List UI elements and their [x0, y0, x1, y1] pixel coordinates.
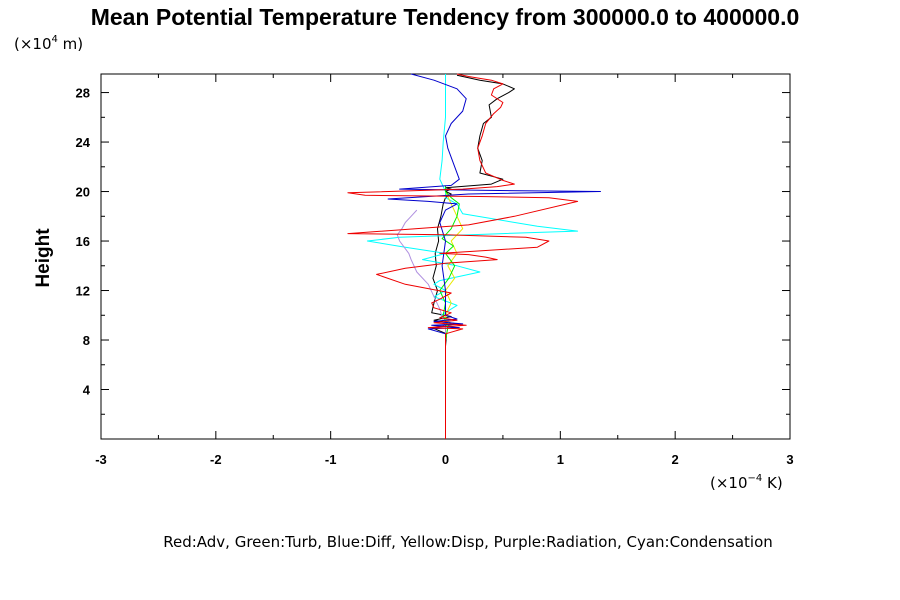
series-line-yellow_disp — [445, 191, 464, 439]
y-tick-label: 4 — [83, 383, 91, 398]
y-tick-label: 24 — [76, 135, 91, 150]
y-tick-label: 12 — [76, 284, 90, 299]
y-tick-label: 20 — [76, 185, 90, 200]
x-tick-label: -1 — [325, 452, 337, 467]
x-tick-label: -2 — [210, 452, 222, 467]
y-tick-label: 8 — [83, 333, 90, 348]
y-tick-label: 16 — [76, 234, 90, 249]
x-tick-label: -3 — [95, 452, 107, 467]
chart-title: Mean Potential Temperature Tendency from… — [91, 4, 800, 30]
series-line-adv — [347, 73, 579, 439]
x-tick-label: 0 — [442, 452, 449, 467]
x-tick-label: 2 — [672, 452, 679, 467]
legend-caption: Red:Adv, Green:Turb, Blue:Diff, Yellow:D… — [163, 533, 773, 551]
x-tick-label: 1 — [557, 452, 564, 467]
x-unit-label: (×10−4 K) — [710, 473, 783, 492]
y-unit-label: (×104 m) — [14, 34, 83, 53]
series-line-diff — [387, 73, 601, 439]
y-axis-label: Height — [33, 228, 54, 288]
y-tick-label: 28 — [76, 86, 90, 101]
series-line-condensation — [366, 74, 579, 439]
series-line-total — [431, 74, 515, 439]
x-tick-label: 3 — [786, 452, 793, 467]
